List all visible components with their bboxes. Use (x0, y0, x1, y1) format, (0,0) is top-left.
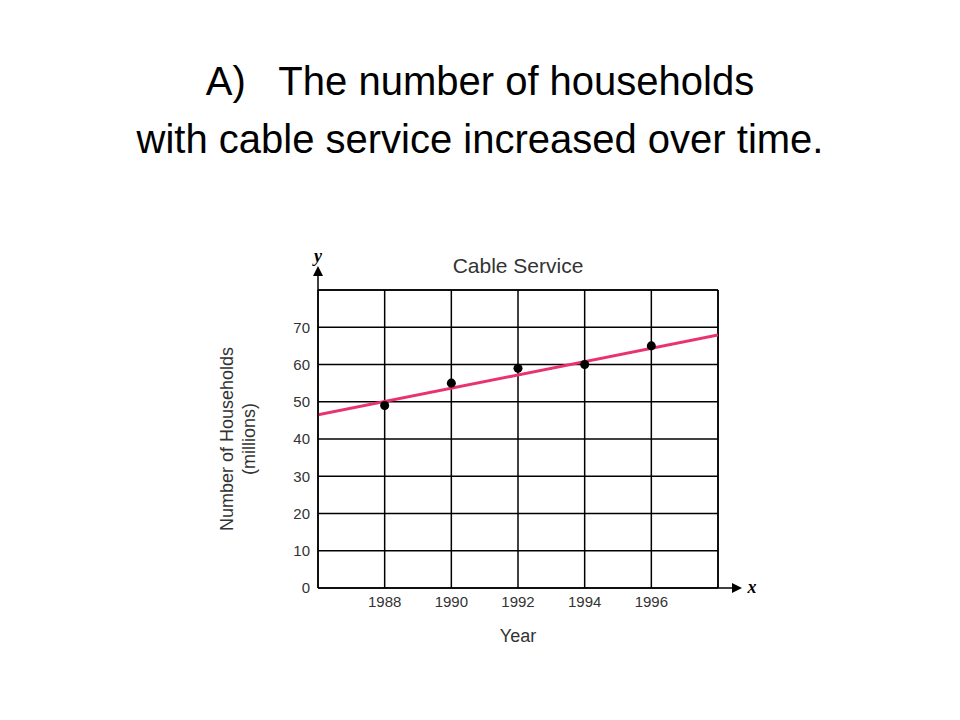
html-text:Number of Households: Number of Households (217, 347, 237, 532)
svg-text:y: y (312, 246, 323, 266)
svg-text:60: 60 (293, 356, 310, 373)
svg-text:1990: 1990 (435, 593, 468, 610)
svg-text:50: 50 (293, 393, 310, 410)
svg-text:Year: Year (500, 626, 536, 646)
svg-text:20: 20 (293, 505, 310, 522)
svg-text:10: 10 (293, 542, 310, 559)
svg-text:1988: 1988 (368, 593, 401, 610)
html-text:A) The number of households: A) The number of households (205, 59, 755, 103)
svg-text:1992: 1992 (501, 593, 534, 610)
svg-text:1996: 1996 (635, 593, 668, 610)
svg-text:40: 40 (293, 430, 310, 447)
svg-text:30: 30 (293, 468, 310, 485)
html-text:Cable Service: Cable Service (452, 254, 584, 277)
html-text:(millions): (millions) (239, 403, 259, 475)
svg-text:0: 0 (302, 579, 310, 596)
svg-text:x: x (747, 577, 757, 597)
svg-text:1994: 1994 (568, 593, 601, 610)
html-text:with cable service increased o: with cable service increased over time. (136, 117, 824, 161)
svg-text:70: 70 (293, 319, 310, 336)
